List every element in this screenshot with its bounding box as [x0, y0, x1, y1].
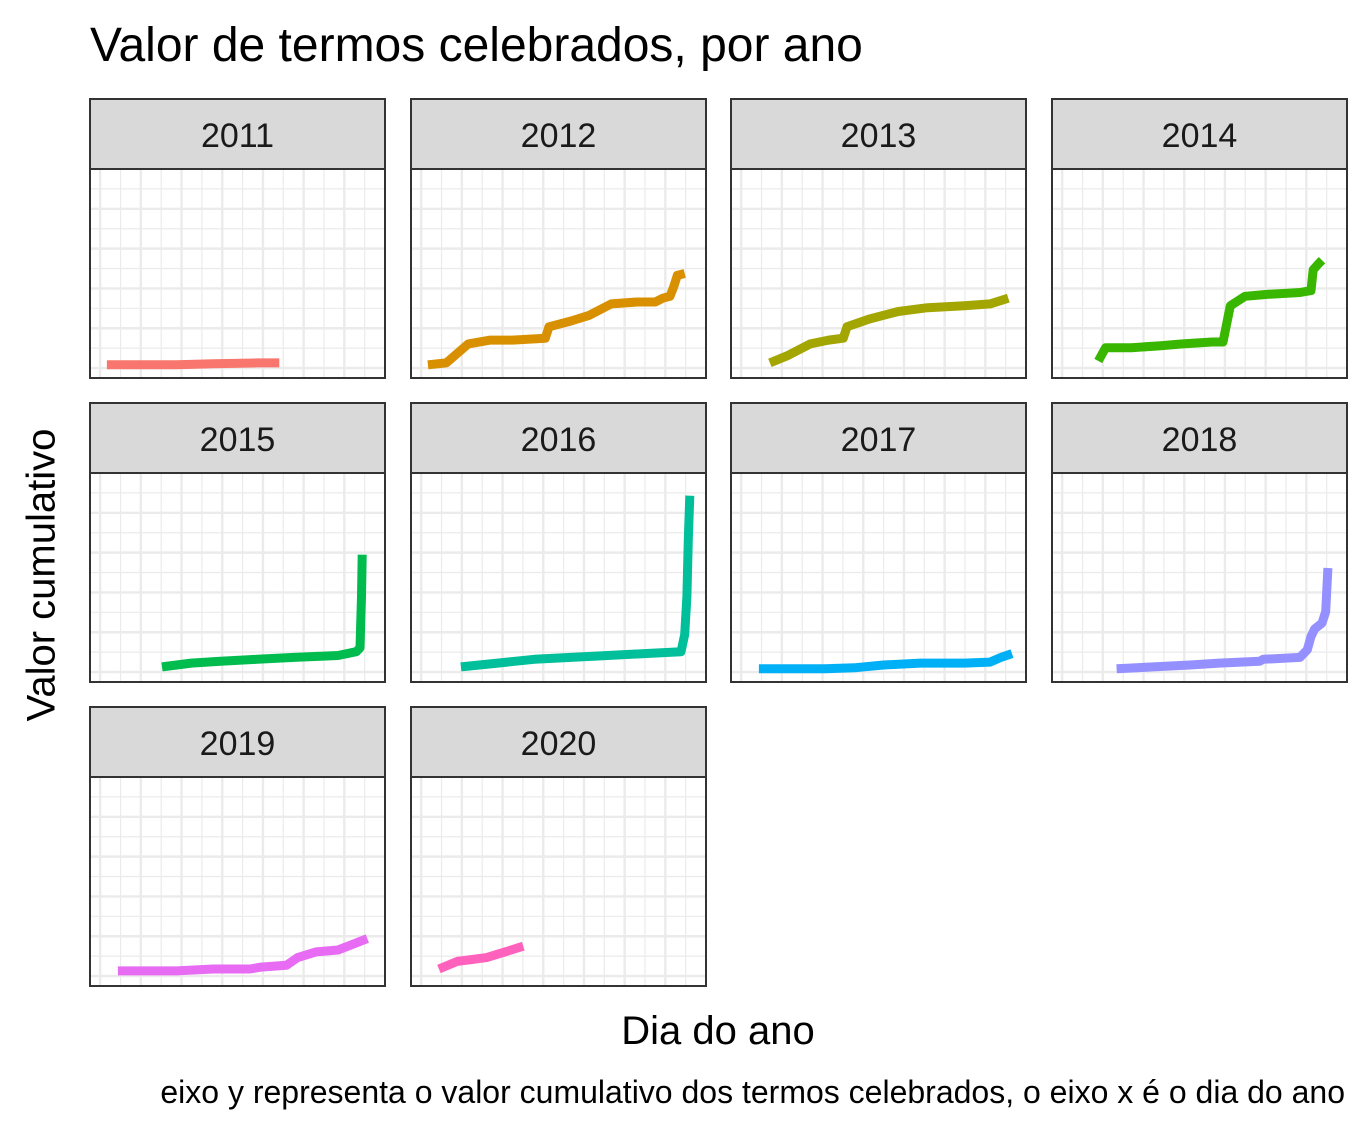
facet-panel-2015: 2015 — [89, 402, 386, 683]
facet-strip — [410, 98, 707, 170]
facet-panel-2011: 2011 — [89, 98, 386, 379]
panel-border — [730, 472, 1027, 683]
y-axis-label: Valor cumulativo — [19, 428, 64, 722]
series-line-2014 — [1094, 257, 1326, 364]
panel-background — [411, 777, 706, 986]
chart-title: Valor de termos celebrados, por ano — [90, 19, 863, 72]
panel-grid — [411, 777, 706, 986]
facet-strip-label: 2014 — [1162, 117, 1238, 155]
facet-strip-label: 2017 — [841, 421, 917, 459]
facet-strip-label: 2015 — [200, 421, 276, 459]
series-line-2012 — [427, 269, 686, 370]
facet-strip — [89, 706, 386, 778]
panel-background — [90, 169, 385, 378]
panel-background — [731, 473, 1026, 682]
facet-panel-2016: 2016 — [410, 402, 707, 683]
facet-panel-2017: 2017 — [730, 402, 1027, 683]
facet-strip — [410, 402, 707, 474]
chart-caption: eixo y representa o valor cumulativo dos… — [160, 1074, 1345, 1110]
panel-border — [89, 168, 386, 379]
facet-strip-label: 2016 — [521, 421, 597, 459]
series-line-2011 — [106, 358, 280, 370]
series-line-2020 — [437, 941, 525, 974]
panel-background — [411, 473, 706, 682]
panel-background — [90, 777, 385, 986]
panel-border — [410, 472, 707, 683]
facet-panel-2019: 2019 — [89, 706, 386, 987]
panel-grid — [90, 169, 385, 378]
facet-strip-label: 2020 — [521, 725, 597, 763]
facet-strip — [730, 98, 1027, 170]
facet-panel-2014: 2014 — [1051, 98, 1348, 379]
facet-strip — [410, 706, 707, 778]
facet-strip-label: 2018 — [1162, 421, 1238, 459]
panel-border — [410, 776, 707, 987]
panel-border — [730, 168, 1027, 379]
panel-background — [411, 169, 706, 378]
series-line-2016 — [460, 495, 695, 672]
facet-strip-label: 2013 — [841, 117, 917, 155]
panel-background — [731, 169, 1026, 378]
panel-border — [89, 776, 386, 987]
facet-panel-2020: 2020 — [410, 706, 707, 987]
facet-strip — [730, 402, 1027, 474]
facet-strip — [89, 98, 386, 170]
facet-panel-2012: 2012 — [410, 98, 707, 379]
series-line-2017 — [758, 649, 1014, 674]
facet-panel-2018: 2018 — [1051, 402, 1348, 683]
series-line-2013 — [768, 293, 1010, 368]
panel-border — [1051, 472, 1348, 683]
facet-strip — [89, 402, 386, 474]
facet-strip-label: 2012 — [521, 117, 597, 155]
panel-background — [90, 473, 385, 682]
panel-border — [410, 168, 707, 379]
panel-grid — [90, 777, 385, 986]
panel-grid — [1052, 169, 1347, 378]
panel-border — [89, 472, 386, 683]
panel-border — [1051, 168, 1348, 379]
series-line-2018 — [1116, 567, 1333, 674]
facet-strip-label: 2019 — [200, 725, 276, 763]
facet-strip-label: 2011 — [201, 117, 274, 155]
series-line-2015 — [161, 554, 367, 672]
facet-strip — [1051, 402, 1348, 474]
facet-strip — [1051, 98, 1348, 170]
panel-grid — [411, 473, 706, 682]
x-axis-label: Dia do ano — [621, 1009, 815, 1053]
series-line-2019 — [117, 934, 369, 976]
facet-panel-2013: 2013 — [730, 98, 1027, 379]
panel-background — [1052, 473, 1347, 682]
